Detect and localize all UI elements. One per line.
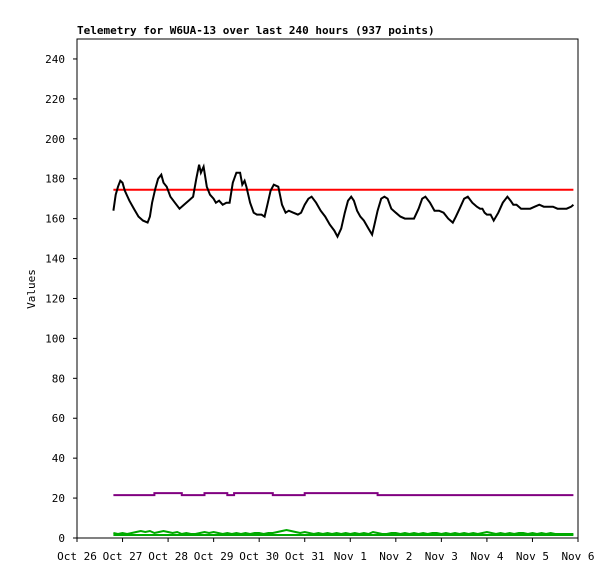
y-tick-label: 160 [45,213,65,226]
plot-frame [76,38,579,539]
x-tick-label: Oct 29 [194,550,234,563]
x-tick-label: Nov 6 [561,550,594,563]
x-tick-label: Oct 31 [285,550,325,563]
y-axis: 0 20 40 60 80 100 120 140 160 180 200 220 240 [45,53,77,545]
series-layer [112,163,575,536]
x-tick-label: Oct 27 [103,550,143,563]
x-tick-label: Nov 1 [334,550,367,563]
y-tick-label: 240 [45,53,65,66]
y-tick-label: 220 [45,93,65,106]
y-tick-label: 0 [58,532,65,545]
chart-title: Telemetry for W6UA-13 over last 240 hour… [77,24,435,37]
y-tick-label: 20 [52,492,65,505]
x-tick-label: Oct 30 [239,550,279,563]
y-tick-label: 60 [52,412,65,425]
x-tick-label: Oct 26 [57,550,97,563]
y-tick-label: 200 [45,133,65,146]
x-tick-label: Nov 4 [470,550,503,563]
y-tick-label: 180 [45,173,65,186]
y-tick-label: 100 [45,332,65,345]
series-line-1 [112,163,575,239]
y-tick-label: 120 [45,292,65,305]
x-tick-label: Oct 28 [148,550,188,563]
y-tick-label: 140 [45,253,65,266]
y-tick-label: 40 [52,452,65,465]
series-line-2 [113,492,574,497]
x-tick-label: Nov 2 [379,550,412,563]
x-axis: Oct 26 Oct 27 Oct 28 Oct 29 Oct 30 Oct 31 Nov … [57,538,595,563]
y-axis-label: Values [25,269,38,309]
series-line-3 [113,528,574,536]
x-tick-label: Nov 3 [425,550,458,563]
y-tick-label: 80 [52,372,65,385]
x-tick-label: Nov 5 [516,550,549,563]
